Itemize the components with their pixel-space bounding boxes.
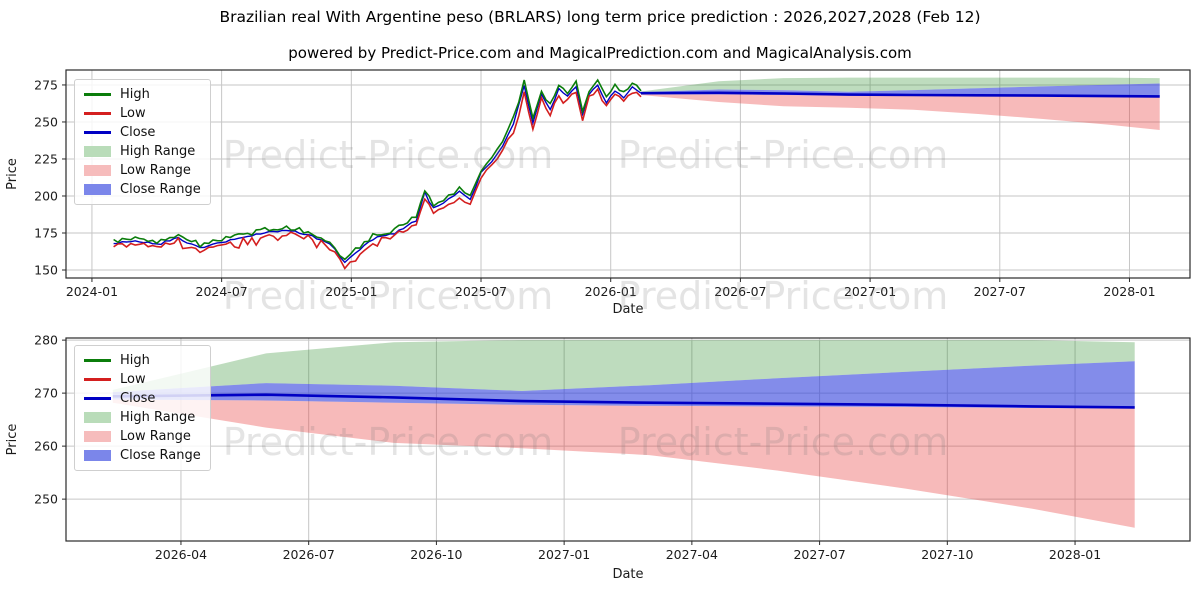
- high-range-band: [641, 77, 1160, 93]
- x-tick-label: 2028-01: [1103, 284, 1155, 299]
- low-range-band: [112, 399, 1135, 528]
- y-axis-label: Price: [5, 158, 20, 190]
- legend-label: Close Range: [120, 448, 201, 463]
- x-tick-label: 2027-07: [974, 284, 1026, 299]
- y-tick-label: 250: [34, 114, 58, 129]
- high-range-swatch-icon: [84, 146, 111, 157]
- legend-label: Low: [120, 372, 146, 387]
- y-tick-label: 275: [34, 77, 58, 92]
- legend-item-high-range: High Range: [84, 411, 202, 424]
- low-range-swatch-icon: [84, 431, 111, 442]
- top-chart: 2024-01 2024-07 2025-01 2025-07 2026-01 2026-…: [5, 69, 1191, 317]
- x-tick-label: 2026-07: [283, 547, 335, 562]
- x-tick-label: 2027-01: [844, 284, 896, 299]
- legend-label: High: [120, 353, 150, 368]
- legend-item-low: Low: [84, 107, 202, 120]
- high-range-band: [112, 340, 1135, 393]
- x-axis-label: Date: [612, 302, 643, 317]
- history-high-line: [113, 78, 642, 261]
- high-swatch-icon: [84, 93, 111, 96]
- x-axis-label: Date: [612, 567, 643, 582]
- y-tick-label: 250: [34, 492, 58, 507]
- low-range-swatch-icon: [84, 165, 111, 176]
- legend-label: High Range: [120, 144, 196, 159]
- x-tick-label: 2024-07: [196, 284, 248, 299]
- legend-item-low-range: Low Range: [84, 164, 202, 177]
- legend-label: High Range: [120, 410, 196, 425]
- x-tick-label: 2028-01: [1049, 547, 1101, 562]
- legend-item-high: High: [84, 354, 202, 367]
- legend-item-close: Close: [84, 126, 202, 139]
- x-tick-label: 2027-04: [666, 547, 718, 562]
- legend-label: Close Range: [120, 182, 201, 197]
- x-tick-label: 2025-01: [325, 284, 377, 299]
- y-tick-label: 280: [34, 333, 58, 348]
- x-tick-label: 2024-01: [66, 284, 118, 299]
- legend-label: Low Range: [120, 429, 191, 444]
- x-tick-label: 2026-07: [714, 284, 766, 299]
- high-swatch-icon: [84, 359, 111, 362]
- x-tick-label: 2025-07: [455, 284, 507, 299]
- y-tick-label: 200: [34, 188, 58, 203]
- y-tick-label: 175: [34, 225, 58, 240]
- legend-label: High: [120, 87, 150, 102]
- legend-label: Low Range: [120, 163, 191, 178]
- legend-item-close: Close: [84, 392, 202, 405]
- legend-item-high-range: High Range: [84, 145, 202, 158]
- close-range-swatch-icon: [84, 184, 111, 195]
- history-low-line: [113, 87, 642, 270]
- bottom-chart-legend: High Low Close High Range Low Range Close Ran…: [74, 345, 211, 471]
- x-tick-label: 2027-07: [793, 547, 845, 562]
- y-tick-label: 270: [34, 386, 58, 401]
- x-tick-label: 2026-04: [155, 547, 207, 562]
- forecast-close-line: [112, 393, 1135, 409]
- high-range-swatch-icon: [84, 412, 111, 423]
- low-swatch-icon: [84, 378, 111, 381]
- bottom-chart: 2026-04 2026-07 2026-10 2027-01 2027-04 2027-…: [5, 333, 1191, 582]
- chart-subtitle: powered by Predict-Price.com and Magical…: [288, 44, 912, 62]
- legend-item-high: High: [84, 88, 202, 101]
- y-tick-label: 150: [34, 263, 58, 278]
- y-tick-label: 260: [34, 439, 58, 454]
- legend-item-low: Low: [84, 373, 202, 386]
- x-tick-label: 2026-01: [585, 284, 637, 299]
- close-swatch-icon: [84, 397, 111, 400]
- x-tick-label: 2027-01: [538, 547, 590, 562]
- close-range-swatch-icon: [84, 450, 111, 461]
- chart-title: Brazilian real With Argentine peso (BRLA…: [219, 8, 981, 26]
- legend-label: Low: [120, 106, 146, 121]
- x-tick-label: 2026-10: [410, 547, 462, 562]
- y-axis-label: Price: [5, 424, 20, 456]
- forecast-close-line: [640, 91, 1160, 98]
- x-tick-label: 2027-10: [921, 547, 973, 562]
- legend-item-low-range: Low Range: [84, 430, 202, 443]
- legend-label: Close: [120, 125, 156, 140]
- legend-item-close-range: Close Range: [84, 449, 202, 462]
- y-tick-label: 225: [34, 151, 58, 166]
- legend-item-close-range: Close Range: [84, 183, 202, 196]
- close-swatch-icon: [84, 131, 111, 134]
- top-chart-legend: High Low Close High Range Low Range Close Ran…: [74, 79, 211, 205]
- legend-label: Close: [120, 391, 156, 406]
- low-swatch-icon: [84, 112, 111, 115]
- low-range-band: [641, 94, 1160, 130]
